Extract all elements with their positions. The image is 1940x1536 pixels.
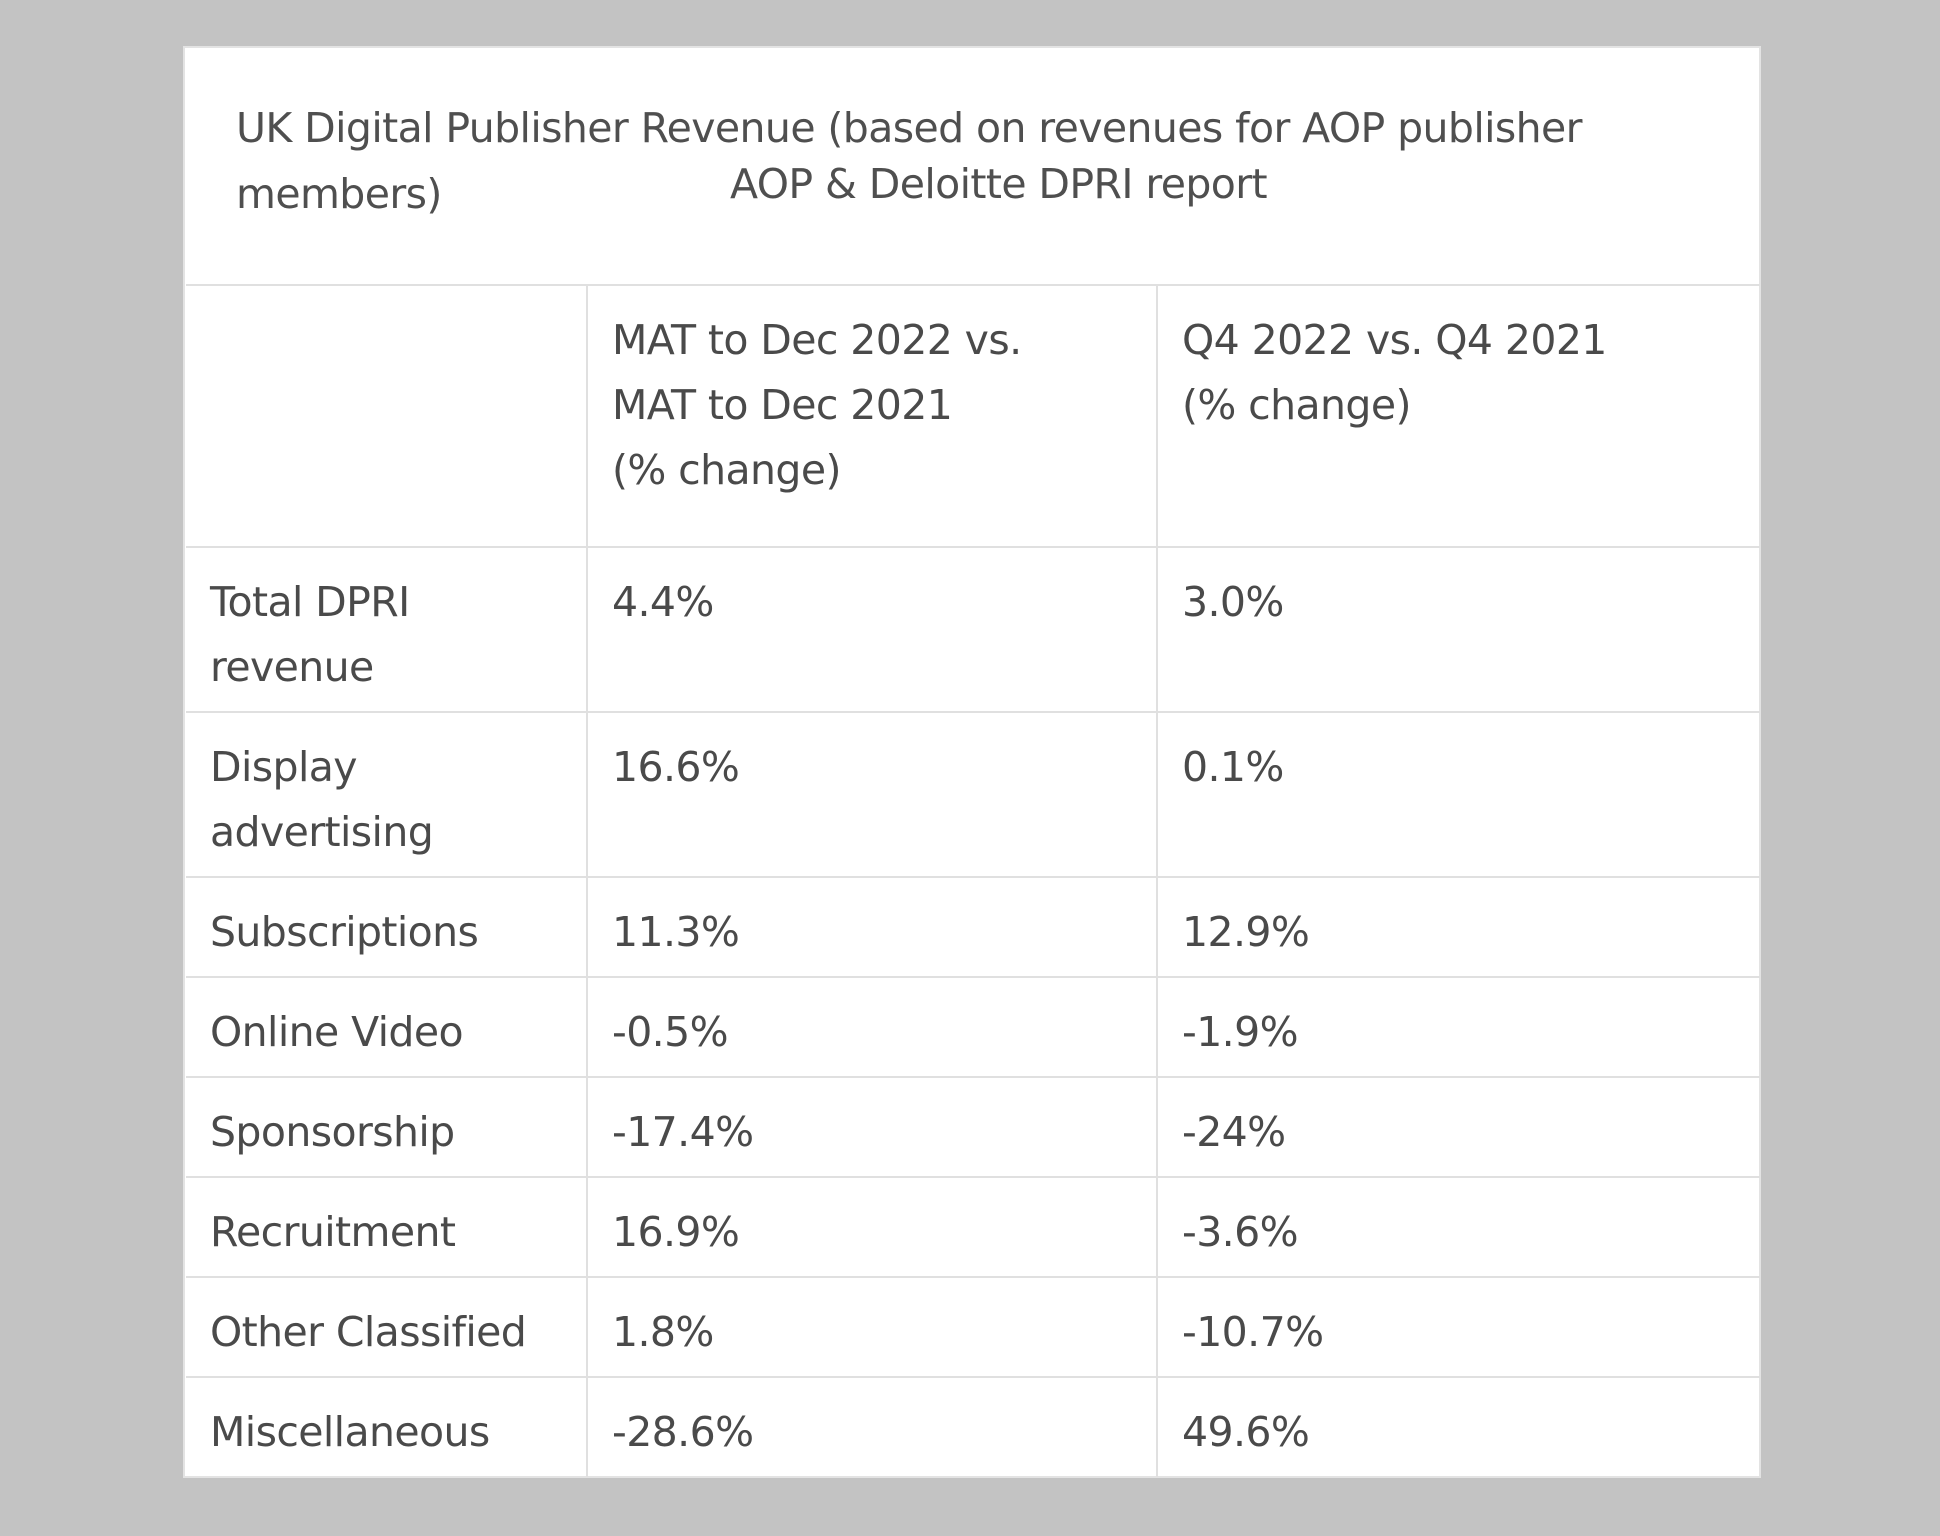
table-row: Subscriptions 11.3% 12.9%	[186, 876, 1760, 978]
table-row: Total DPRI revenue 4.4% 3.0%	[186, 546, 1760, 713]
row-label-sponsorship: Sponsorship	[186, 1076, 588, 1178]
row-label-display: Display advertising	[186, 711, 588, 878]
cell-q4-value: 3.0%	[1156, 546, 1760, 713]
row-label-line1: Total DPRI	[210, 578, 410, 626]
revenue-table: MAT to Dec 2022 vs. MAT to Dec 2021 (% c…	[186, 284, 1760, 1477]
table-caption: UK Digital Publisher Revenue (based on r…	[236, 98, 1696, 258]
header-mat-unit: (% change)	[612, 446, 841, 494]
cell-mat-value: 1.8%	[586, 1276, 1158, 1378]
header-q4-unit: (% change)	[1182, 381, 1411, 429]
header-mat-line2: MAT to Dec 2021	[612, 381, 953, 429]
cell-mat-value: 16.9%	[586, 1176, 1158, 1278]
header-mat-change: MAT to Dec 2022 vs. MAT to Dec 2021 (% c…	[586, 284, 1158, 548]
cell-q4-value: 49.6%	[1156, 1376, 1760, 1477]
cell-mat-value: 16.6%	[586, 711, 1158, 878]
row-label-recruitment: Recruitment	[186, 1176, 588, 1278]
table-row: Recruitment 16.9% -3.6%	[186, 1176, 1760, 1278]
cell-mat-value: -17.4%	[586, 1076, 1158, 1178]
header-mat-line1: MAT to Dec 2022 vs.	[612, 316, 1022, 364]
cell-mat-value: 4.4%	[586, 546, 1158, 713]
cell-q4-value: -24%	[1156, 1076, 1760, 1178]
caption-title-continued: members)	[236, 170, 442, 218]
cell-mat-value: 11.3%	[586, 876, 1158, 978]
row-label-miscellaneous: Miscellaneous	[186, 1376, 588, 1477]
cell-q4-value: -10.7%	[1156, 1276, 1760, 1378]
row-label-line2: advertising	[210, 808, 434, 856]
row-label-line1: Display	[210, 743, 358, 791]
header-q4-line1: Q4 2022 vs. Q4 2021	[1182, 316, 1607, 364]
table-row: Miscellaneous -28.6% 49.6%	[186, 1376, 1760, 1477]
cell-mat-value: -28.6%	[586, 1376, 1158, 1477]
row-label-other-classified: Other Classified	[186, 1276, 588, 1378]
cell-q4-value: 0.1%	[1156, 711, 1760, 878]
cell-q4-value: 12.9%	[1156, 876, 1760, 978]
cell-q4-value: -3.6%	[1156, 1176, 1760, 1278]
table-row: Other Classified 1.8% -10.7%	[186, 1276, 1760, 1378]
table-card: UK Digital Publisher Revenue (based on r…	[183, 46, 1761, 1478]
table-row: Display advertising 16.6% 0.1%	[186, 711, 1760, 878]
header-empty-cell	[186, 284, 588, 548]
caption-title: UK Digital Publisher Revenue (based on r…	[236, 104, 1583, 152]
table-row: Online Video -0.5% -1.9%	[186, 976, 1760, 1078]
table-row: Sponsorship -17.4% -24%	[186, 1076, 1760, 1178]
table-header-row: MAT to Dec 2022 vs. MAT to Dec 2021 (% c…	[186, 284, 1760, 548]
cell-q4-value: -1.9%	[1156, 976, 1760, 1078]
row-label-total: Total DPRI revenue	[186, 546, 588, 713]
cell-mat-value: -0.5%	[586, 976, 1158, 1078]
caption-source: AOP & Deloitte DPRI report	[730, 160, 1268, 208]
row-label-online-video: Online Video	[186, 976, 588, 1078]
header-q4-change: Q4 2022 vs. Q4 2021 (% change)	[1156, 284, 1760, 548]
row-label-subscriptions: Subscriptions	[186, 876, 588, 978]
row-label-line2: revenue	[210, 643, 374, 691]
